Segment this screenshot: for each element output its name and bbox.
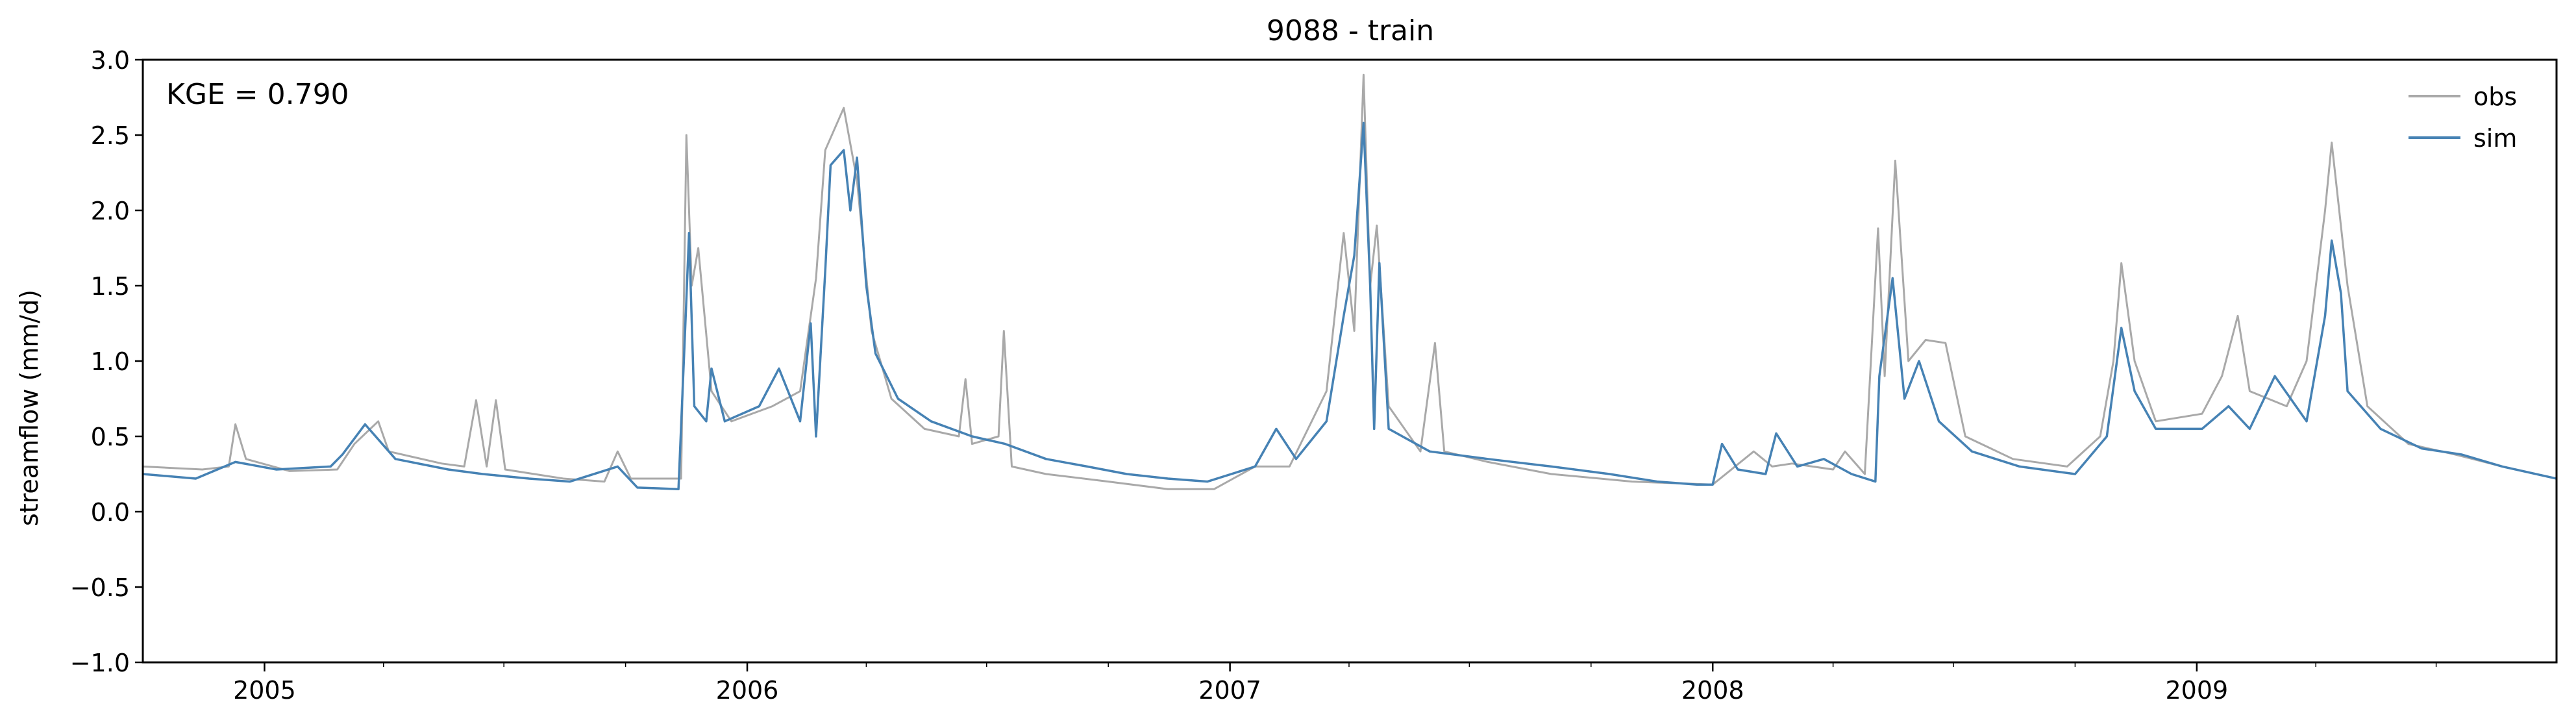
y-tick-label: 2.0 [91,197,130,225]
x-tick-label: 2006 [716,676,779,705]
y-tick-label: 2.5 [91,121,130,150]
plot-frame [142,58,2558,664]
legend: obs sim [2409,82,2517,153]
series-line-obs [142,73,2557,490]
x-axis: 2005 2006 2007 2008 2009 [233,662,2437,705]
y-tick-label: 1.5 [91,272,130,301]
kge-annotation: KGE = 0.790 [166,78,349,111]
x-tick-label: 2007 [1198,676,1261,705]
y-tick-label: 0.0 [91,498,130,527]
y-axis: −1.0 −0.5 0.0 0.5 1.0 1.5 2.0 2.5 3.0 [70,46,143,677]
y-tick-label: −0.5 [70,573,130,602]
x-tick-label: 2005 [233,676,296,705]
y-tick-label: 3.0 [91,46,130,75]
legend-label-obs: obs [2473,82,2517,111]
y-tick-label: 0.5 [91,423,130,451]
series-layer [142,73,2557,490]
chart-title: 9088 - train [1267,14,1434,47]
legend-label-sim: sim [2473,124,2517,153]
y-axis-label: streamflow (mm/d) [15,290,43,526]
y-tick-label: −1.0 [70,649,130,677]
y-tick-label: 1.0 [91,347,130,376]
series-line-sim [142,121,2557,490]
x-tick-label: 2009 [2166,676,2229,705]
x-tick-label: 2008 [1681,676,1744,705]
